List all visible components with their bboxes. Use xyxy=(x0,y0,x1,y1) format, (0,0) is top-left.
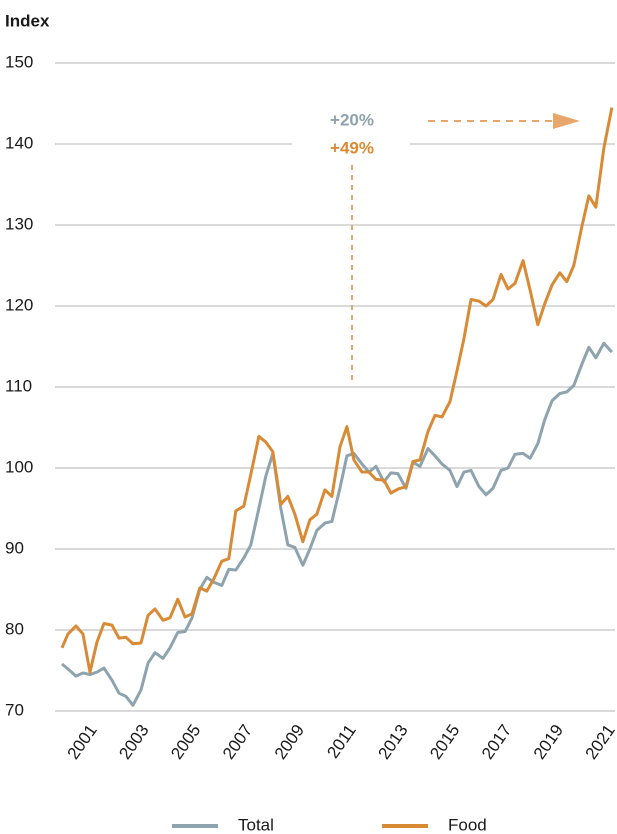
x-tick-label: 2017 xyxy=(478,721,515,763)
y-tick-label: 100 xyxy=(5,457,33,476)
y-tick-label: 110 xyxy=(5,376,32,395)
line-series xyxy=(61,341,614,707)
x-tick-label: 2007 xyxy=(219,721,256,763)
annotation: +20% xyxy=(330,110,374,129)
x-tick-label: 2009 xyxy=(271,721,308,763)
y-axis-label: Index xyxy=(5,11,50,30)
legend-label: Total xyxy=(238,815,274,834)
x-tick-label: 2005 xyxy=(167,721,204,763)
line-series xyxy=(60,107,614,674)
x-tick-label: 2021 xyxy=(582,721,617,763)
x-tick-label: 2011 xyxy=(323,721,360,762)
x-tick-label: 2013 xyxy=(374,721,411,763)
y-tick-label: 70 xyxy=(5,700,24,719)
y-tick-label: 150 xyxy=(5,52,33,71)
x-tick-label: 2003 xyxy=(115,721,152,763)
annotation: +49% xyxy=(330,138,374,157)
y-tick-label: 90 xyxy=(5,538,24,557)
y-tick-label: 80 xyxy=(5,619,24,638)
arrow-head xyxy=(553,113,580,129)
x-tick-label: 2015 xyxy=(426,721,463,763)
x-tick-label: 2001 xyxy=(64,721,101,763)
grid xyxy=(55,62,615,712)
legend-label: Food xyxy=(448,815,487,834)
annotation-background xyxy=(292,104,410,166)
y-tick-label: 140 xyxy=(5,133,33,152)
y-tick-label: 120 xyxy=(5,295,33,314)
y-tick-label: 130 xyxy=(5,214,33,233)
x-tick-label: 2019 xyxy=(530,721,567,763)
